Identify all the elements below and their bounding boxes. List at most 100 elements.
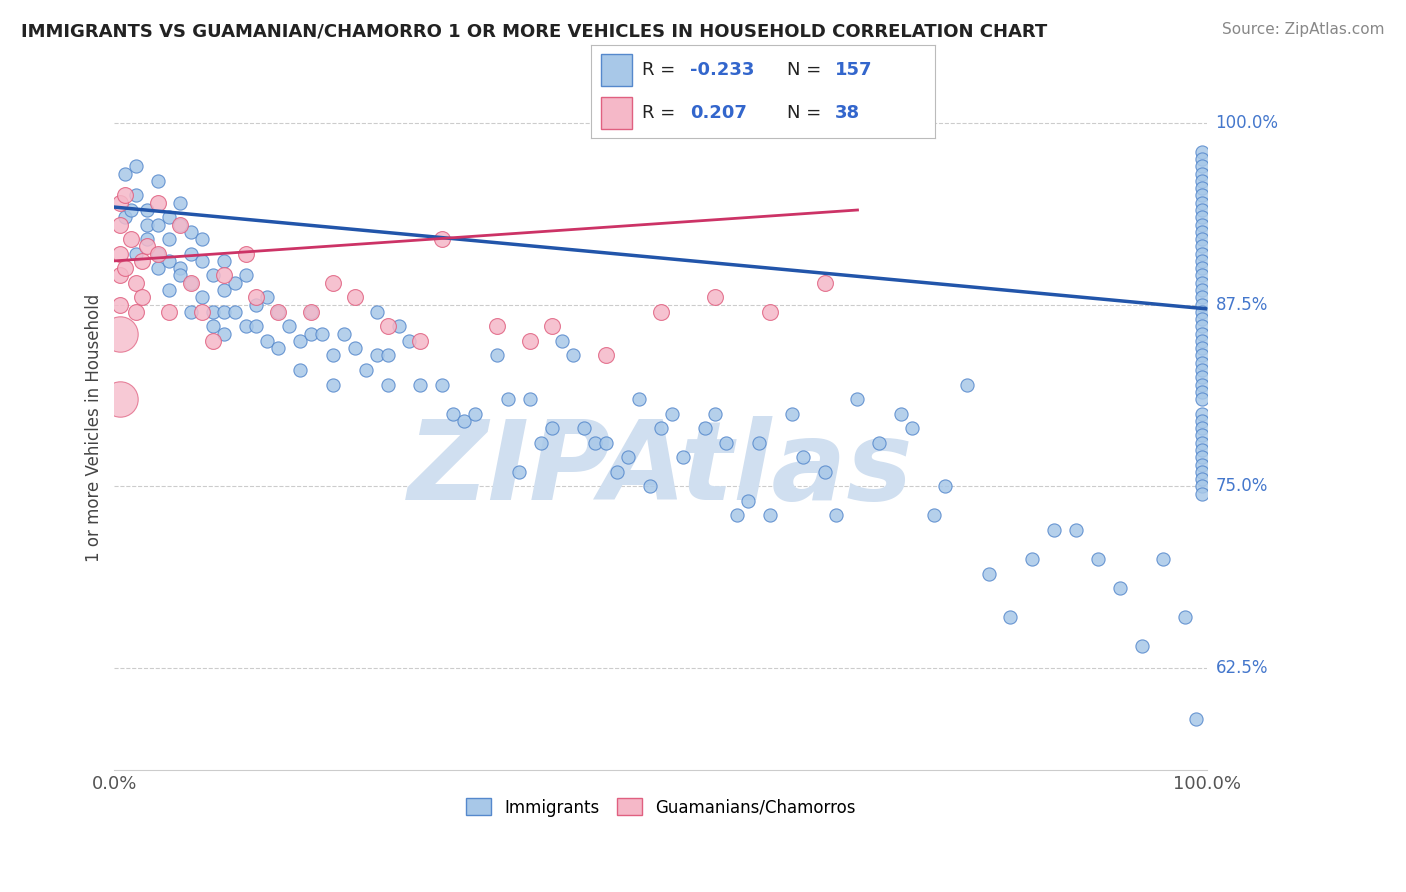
Point <box>398 334 420 348</box>
Point <box>1191 145 1213 159</box>
Point <box>157 253 180 268</box>
Point <box>212 305 235 319</box>
Point <box>704 407 727 421</box>
Point <box>108 297 131 311</box>
Point <box>267 305 290 319</box>
Point <box>814 276 837 290</box>
Point <box>1191 370 1213 384</box>
Point <box>169 218 191 232</box>
Point <box>157 211 180 225</box>
Point <box>441 407 464 421</box>
Point <box>464 407 486 421</box>
Point <box>485 319 508 334</box>
Point <box>146 246 169 260</box>
Point <box>212 253 235 268</box>
Point <box>1191 261 1213 276</box>
Point <box>267 305 290 319</box>
Text: N =: N = <box>787 61 827 78</box>
Point <box>180 276 202 290</box>
Point <box>191 305 214 319</box>
Point <box>650 305 672 319</box>
Point <box>114 167 136 181</box>
Text: 100.0%: 100.0% <box>1216 113 1278 132</box>
Point <box>759 508 782 523</box>
Point <box>737 494 759 508</box>
Point <box>432 377 454 392</box>
Point <box>169 268 191 283</box>
Point <box>1043 523 1066 537</box>
Point <box>125 188 148 202</box>
Point <box>136 202 159 217</box>
Point <box>824 508 846 523</box>
Point <box>595 435 617 450</box>
Point <box>1191 174 1213 188</box>
Point <box>1191 253 1213 268</box>
Point <box>890 407 912 421</box>
Point <box>354 363 377 377</box>
Point <box>638 479 661 493</box>
Y-axis label: 1 or more Vehicles in Household: 1 or more Vehicles in Household <box>86 294 103 562</box>
Point <box>114 211 136 225</box>
Point <box>496 392 519 406</box>
Point <box>125 276 148 290</box>
Point <box>131 290 153 304</box>
Point <box>562 348 585 362</box>
Point <box>322 276 344 290</box>
Point <box>1064 523 1087 537</box>
Bar <box>600 54 631 86</box>
Point <box>1191 152 1213 166</box>
Point <box>235 268 257 283</box>
Point <box>453 414 475 428</box>
Point <box>432 232 454 246</box>
Point <box>180 246 202 260</box>
Point <box>1191 160 1213 174</box>
Point <box>333 326 356 341</box>
Text: 75.0%: 75.0% <box>1216 477 1268 495</box>
Point <box>1191 392 1213 406</box>
Point <box>1191 202 1213 217</box>
Point <box>1130 640 1153 654</box>
Point <box>1191 421 1213 435</box>
Point <box>146 195 169 210</box>
Point <box>1191 283 1213 297</box>
Point <box>256 334 278 348</box>
Point <box>125 305 148 319</box>
Text: ZIPAtlas: ZIPAtlas <box>408 416 914 523</box>
Point <box>377 348 399 362</box>
Point <box>191 253 214 268</box>
Point <box>1191 458 1213 472</box>
Point <box>267 341 290 355</box>
Point <box>748 435 770 450</box>
Point <box>366 305 388 319</box>
Point <box>108 268 131 283</box>
Point <box>136 239 159 253</box>
Point <box>108 246 131 260</box>
Point <box>1153 552 1175 566</box>
Point <box>377 319 399 334</box>
Point <box>1191 268 1213 283</box>
Point <box>120 202 142 217</box>
Point <box>180 276 202 290</box>
Point <box>508 465 530 479</box>
Point <box>1191 472 1213 486</box>
Point <box>922 508 945 523</box>
Point <box>519 392 541 406</box>
Point <box>409 377 432 392</box>
Point <box>108 392 131 406</box>
Point <box>846 392 869 406</box>
Point <box>131 253 153 268</box>
Point <box>212 283 235 297</box>
Point <box>1021 552 1043 566</box>
Point <box>1191 290 1213 304</box>
Point <box>1191 246 1213 260</box>
Point <box>1191 377 1213 392</box>
Point <box>1108 581 1130 595</box>
Point <box>108 195 131 210</box>
Point <box>704 290 727 304</box>
Point <box>901 421 924 435</box>
Text: 157: 157 <box>835 61 873 78</box>
Point <box>551 334 574 348</box>
Point <box>299 305 322 319</box>
Point <box>1191 384 1213 399</box>
Point <box>814 465 837 479</box>
